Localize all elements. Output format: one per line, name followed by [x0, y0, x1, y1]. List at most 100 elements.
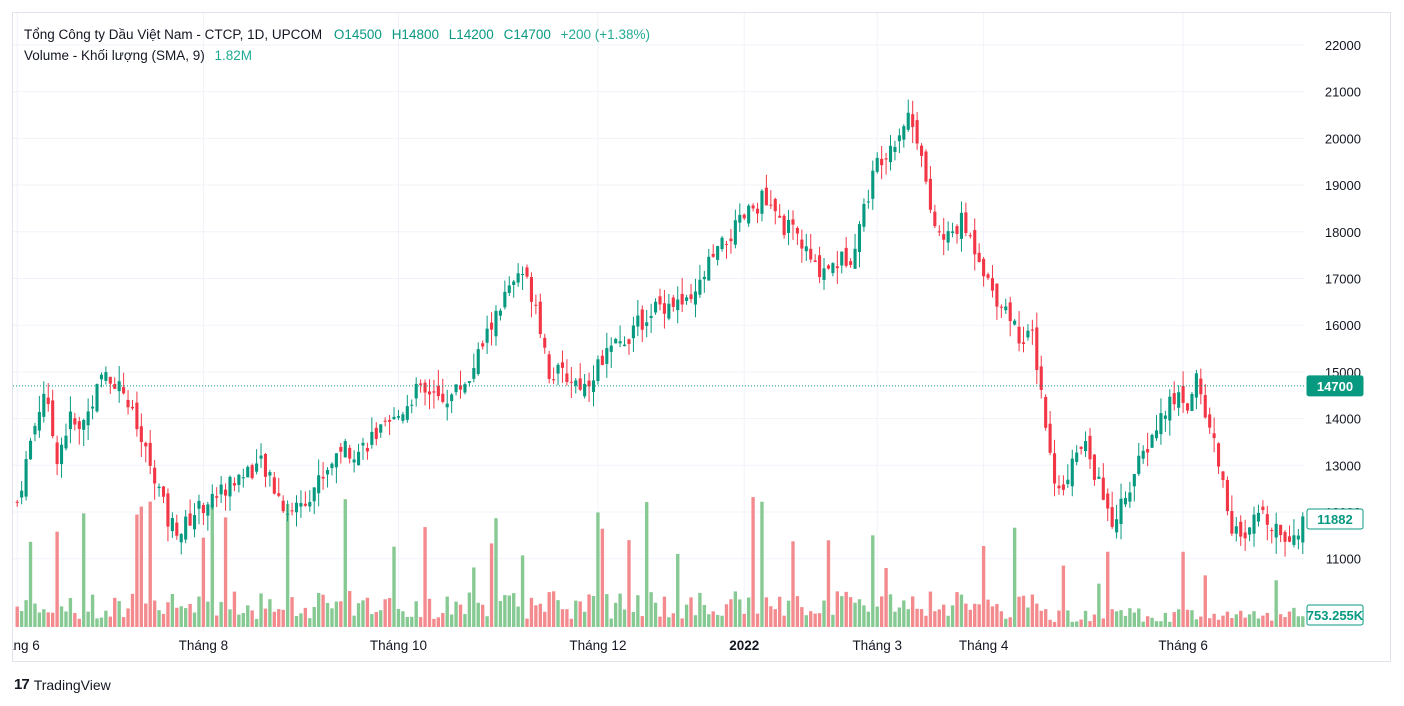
candle-body — [1026, 330, 1030, 338]
volume-bar — [272, 611, 277, 627]
volume-bar — [1097, 583, 1101, 627]
candle-body — [82, 420, 86, 430]
volume-bar — [467, 592, 472, 627]
volume-label[interactable]: Volume - Khối lượng (SMA, 9) — [24, 48, 205, 63]
candle-body — [888, 145, 893, 163]
sma-badge-label: 11882 — [1317, 512, 1352, 527]
volume-bar — [1159, 621, 1163, 627]
symbol-title[interactable]: Tổng Công ty Dầu Việt Nam - CTCP, 1D, UP… — [24, 27, 323, 42]
volume-bar — [986, 599, 990, 627]
candle-body — [609, 345, 613, 352]
volume-bar — [746, 597, 751, 627]
volume-bar — [946, 615, 950, 627]
candle-body — [414, 383, 418, 399]
candle-body — [964, 212, 968, 234]
candle-body — [552, 379, 556, 381]
volume-bar — [645, 501, 649, 627]
candle-body — [791, 219, 795, 225]
volume-bar — [507, 595, 511, 627]
candle-body — [339, 446, 343, 452]
volume-bar — [835, 591, 840, 627]
chart-frame[interactable]: 1100012000130001400015000160001700018000… — [12, 12, 1391, 662]
candle-body — [1146, 449, 1150, 453]
candle-body — [893, 146, 897, 153]
volume-bar — [977, 604, 981, 627]
candle-body — [1181, 385, 1185, 403]
candle-body — [831, 263, 835, 274]
volume-bar — [480, 604, 485, 627]
candle-body — [658, 296, 662, 305]
volume-bar — [1008, 617, 1012, 627]
candle-body — [676, 299, 680, 311]
y-axis: 1100012000130001400015000160001700018000… — [1325, 38, 1361, 567]
volume-bar — [1261, 615, 1265, 627]
candle-body — [1052, 453, 1057, 484]
volume-bar — [1208, 618, 1212, 627]
volume-bar — [733, 591, 738, 627]
candle-body — [986, 274, 990, 278]
candle-body — [1141, 450, 1145, 459]
candlestick-chart[interactable]: 1100012000130001400015000160001700018000… — [13, 13, 1390, 661]
volume-bar — [680, 618, 684, 627]
volume-bar — [995, 604, 999, 627]
candle-body — [618, 341, 622, 344]
volume-bar — [387, 597, 392, 627]
candle-body — [1296, 535, 1300, 540]
volume-bar — [1283, 617, 1287, 627]
volume-bar — [1083, 610, 1088, 627]
volume-bar — [809, 611, 813, 627]
volume-bar — [738, 599, 742, 627]
volume-bar — [1296, 616, 1301, 627]
candle-body — [294, 502, 299, 513]
candle-body — [693, 291, 698, 305]
volume-bar — [219, 601, 223, 627]
candle-body — [955, 226, 959, 235]
volume-bar — [817, 613, 822, 627]
candle-body — [454, 384, 458, 393]
volume-bar — [902, 600, 906, 627]
candle-body — [844, 247, 848, 266]
volume-bar — [613, 602, 618, 627]
high-value: H14800 — [391, 27, 439, 42]
volume-bar — [498, 601, 503, 627]
candle-body — [507, 285, 511, 293]
volume-bar — [1012, 527, 1017, 627]
volume-bar — [512, 593, 516, 627]
volume-bar — [24, 600, 28, 627]
candle-body — [702, 276, 706, 280]
volume-bar — [853, 602, 857, 627]
candle-body — [698, 279, 702, 295]
volume-bar — [126, 608, 130, 627]
volume-bar — [857, 599, 862, 627]
volume-bar — [631, 611, 636, 627]
volume-bar — [1110, 609, 1114, 627]
volume-bar — [826, 540, 831, 627]
candle-body — [919, 145, 924, 156]
volume-bar — [627, 540, 631, 627]
volume-bar — [144, 603, 148, 627]
candle-body — [1115, 519, 1119, 533]
candle-body — [1057, 485, 1061, 489]
tradingview-logo-icon: 17 — [14, 676, 30, 693]
tradingview-brand[interactable]: 17 TradingView — [14, 676, 111, 693]
candle-body — [148, 442, 152, 466]
volume-bar — [441, 613, 445, 627]
volume-bar — [840, 596, 844, 627]
x-tick-label: Tháng 10 — [370, 638, 427, 653]
candle-body — [724, 243, 729, 245]
candle-body — [91, 406, 95, 409]
volume-bar — [1101, 618, 1105, 627]
candle-body — [826, 265, 831, 269]
candle-body — [1150, 434, 1154, 448]
candle-body — [1079, 446, 1083, 449]
volume-bar — [702, 604, 707, 627]
candle-body — [1101, 477, 1105, 500]
volume-bar — [919, 609, 924, 627]
volume-bar — [1252, 611, 1256, 627]
volume-bar — [1221, 615, 1225, 627]
y-tick-label: 18000 — [1325, 225, 1361, 240]
candle-body — [325, 469, 330, 475]
candle-body — [432, 391, 436, 393]
volume-bar — [1212, 613, 1216, 627]
candle-body — [95, 384, 99, 412]
